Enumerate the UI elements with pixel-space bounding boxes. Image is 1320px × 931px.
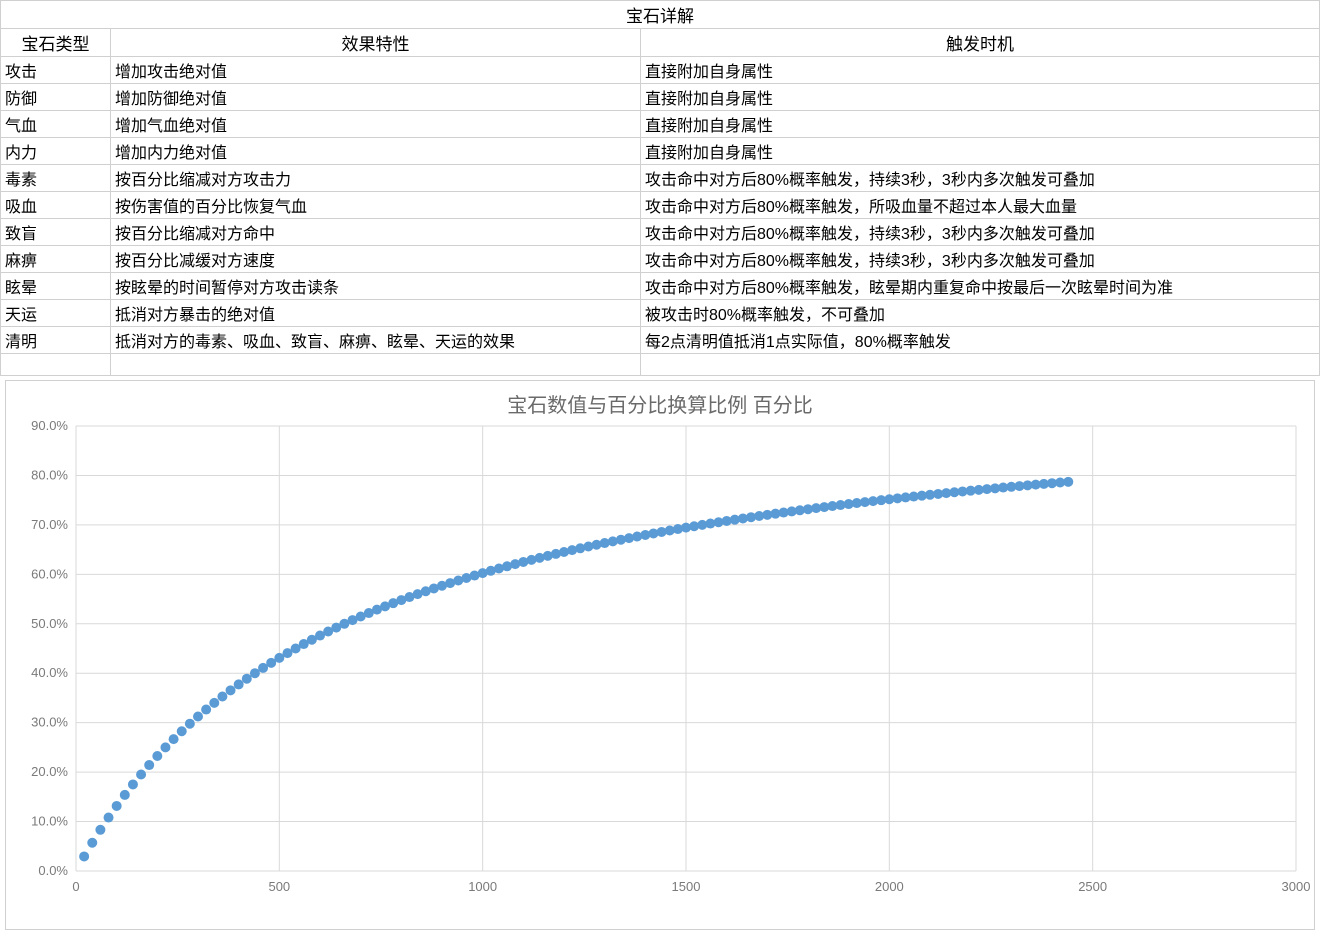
cell-trigger: 直接附加自身属性 xyxy=(641,84,1320,111)
table-row: 眩晕按眩晕的时间暂停对方攻击读条攻击命中对方后80%概率触发，眩晕期内重复命中按… xyxy=(1,273,1320,300)
table-row: 麻痹按百分比减缓对方速度攻击命中对方后80%概率触发，持续3秒，3秒内多次触发可… xyxy=(1,246,1320,273)
table-title: 宝石详解 xyxy=(1,1,1320,29)
chart-container: 宝石数值与百分比换算比例 百分比 0.0% 10.0% 20.0% 30.0% 40.0… xyxy=(5,380,1315,930)
table-row: 天运抵消对方暴击的绝对值被攻击时80%概率触发，不可叠加 xyxy=(1,300,1320,327)
table-title-row: 宝石详解 xyxy=(1,1,1320,29)
x-tick-label: 0 xyxy=(72,879,79,894)
table-row: 内力增加内力绝对值直接附加自身属性 xyxy=(1,138,1320,165)
x-tick-label: 500 xyxy=(268,879,290,894)
y-tick-label: 90.0% xyxy=(31,418,68,433)
col-header-trigger: 触发时机 xyxy=(641,29,1320,57)
cell-trigger: 攻击命中对方后80%概率触发，持续3秒，3秒内多次触发可叠加 xyxy=(641,246,1320,273)
data-point xyxy=(201,705,211,715)
cell-effect: 增加防御绝对值 xyxy=(111,84,641,111)
cell-type: 眩晕 xyxy=(1,273,111,300)
table-header-row: 宝石类型 效果特性 触发时机 xyxy=(1,29,1320,57)
table-row: 致盲按百分比缩减对方命中攻击命中对方后80%概率触发，持续3秒，3秒内多次触发可… xyxy=(1,219,1320,246)
table-row: 攻击增加攻击绝对值直接附加自身属性 xyxy=(1,57,1320,84)
cell-type: 毒素 xyxy=(1,165,111,192)
x-tick-label: 2000 xyxy=(875,879,904,894)
y-tick-label: 80.0% xyxy=(31,467,68,482)
data-point xyxy=(193,711,203,721)
data-point xyxy=(226,685,236,695)
y-tick-label: 70.0% xyxy=(31,517,68,532)
cell-type: 防御 xyxy=(1,84,111,111)
cell-effect: 按百分比缩减对方攻击力 xyxy=(111,165,641,192)
cell-effect: 增加气血绝对值 xyxy=(111,111,641,138)
data-point xyxy=(152,751,162,761)
table-row: 防御增加防御绝对值直接附加自身属性 xyxy=(1,84,1320,111)
data-point xyxy=(234,679,244,689)
cell-effect: 增加内力绝对值 xyxy=(111,138,641,165)
table-row: 毒素按百分比缩减对方攻击力攻击命中对方后80%概率触发，持续3秒，3秒内多次触发… xyxy=(1,165,1320,192)
cell-effect: 抵消对方暴击的绝对值 xyxy=(111,300,641,327)
y-tick-label: 30.0% xyxy=(31,715,68,730)
table-row: 清明抵消对方的毒素、吸血、致盲、麻痹、眩晕、天运的效果每2点清明值抵消1点实际值… xyxy=(1,327,1320,354)
y-tick-label: 60.0% xyxy=(31,566,68,581)
cell-trigger: 直接附加自身属性 xyxy=(641,138,1320,165)
data-point xyxy=(136,770,146,780)
col-header-effect: 效果特性 xyxy=(111,29,641,57)
cell-trigger: 被攻击时80%概率触发，不可叠加 xyxy=(641,300,1320,327)
y-tick-label: 0.0% xyxy=(38,863,68,878)
cell-type: 气血 xyxy=(1,111,111,138)
cell-trigger: 攻击命中对方后80%概率触发，持续3秒，3秒内多次触发可叠加 xyxy=(641,165,1320,192)
cell-trigger: 直接附加自身属性 xyxy=(641,57,1320,84)
y-tick-label: 50.0% xyxy=(31,616,68,631)
cell-type: 内力 xyxy=(1,138,111,165)
chart-title: 宝石数值与百分比换算比例 百分比 xyxy=(6,389,1314,418)
cell-trigger: 攻击命中对方后80%概率触发，眩晕期内重复命中按最后一次眩晕时间为准 xyxy=(641,273,1320,300)
cell-trigger: 攻击命中对方后80%概率触发，所吸血量不超过本人最大血量 xyxy=(641,192,1320,219)
data-point xyxy=(104,813,114,823)
cell-effect: 按百分比减缓对方速度 xyxy=(111,246,641,273)
blank-row xyxy=(1,354,1320,376)
cell-type: 天运 xyxy=(1,300,111,327)
cell-effect: 按百分比缩减对方命中 xyxy=(111,219,641,246)
data-point xyxy=(169,734,179,744)
data-point xyxy=(120,790,130,800)
cell-trigger: 每2点清明值抵消1点实际值，80%概率触发 xyxy=(641,327,1320,354)
table-row: 气血增加气血绝对值直接附加自身属性 xyxy=(1,111,1320,138)
data-point xyxy=(95,825,105,835)
data-point xyxy=(242,674,252,684)
cell-effect: 按眩晕的时间暂停对方攻击读条 xyxy=(111,273,641,300)
data-point xyxy=(144,760,154,770)
cell-type: 致盲 xyxy=(1,219,111,246)
table-row: 吸血按伤害值的百分比恢复气血攻击命中对方后80%概率触发，所吸血量不超过本人最大… xyxy=(1,192,1320,219)
cell-type: 攻击 xyxy=(1,57,111,84)
data-point xyxy=(217,691,227,701)
y-tick-label: 10.0% xyxy=(31,814,68,829)
col-header-type: 宝石类型 xyxy=(1,29,111,57)
data-point xyxy=(177,726,187,736)
x-tick-label: 1500 xyxy=(672,879,701,894)
gem-table: 宝石详解 宝石类型 效果特性 触发时机 攻击增加攻击绝对值直接附加自身属性防御增… xyxy=(0,0,1320,376)
data-point xyxy=(87,838,97,848)
data-point xyxy=(128,779,138,789)
cell-trigger: 直接附加自身属性 xyxy=(641,111,1320,138)
x-tick-label: 2500 xyxy=(1078,879,1107,894)
cell-type: 麻痹 xyxy=(1,246,111,273)
data-point xyxy=(1063,477,1073,487)
data-point xyxy=(209,698,219,708)
y-tick-label: 40.0% xyxy=(31,665,68,680)
data-point xyxy=(160,742,170,752)
x-tick-label: 3000 xyxy=(1282,879,1311,894)
y-tick-label: 20.0% xyxy=(31,764,68,779)
cell-trigger: 攻击命中对方后80%概率触发，持续3秒，3秒内多次触发可叠加 xyxy=(641,219,1320,246)
cell-type: 清明 xyxy=(1,327,111,354)
cell-effect: 按伤害值的百分比恢复气血 xyxy=(111,192,641,219)
cell-type: 吸血 xyxy=(1,192,111,219)
data-point xyxy=(185,719,195,729)
chart-svg: 0.0% 10.0% 20.0% 30.0% 40.0% 50.0% 60.0% 70.0% 8… xyxy=(6,381,1316,931)
cell-effect: 增加攻击绝对值 xyxy=(111,57,641,84)
data-point xyxy=(112,801,122,811)
data-point xyxy=(79,851,89,861)
cell-effect: 抵消对方的毒素、吸血、致盲、麻痹、眩晕、天运的效果 xyxy=(111,327,641,354)
x-tick-label: 1000 xyxy=(468,879,497,894)
